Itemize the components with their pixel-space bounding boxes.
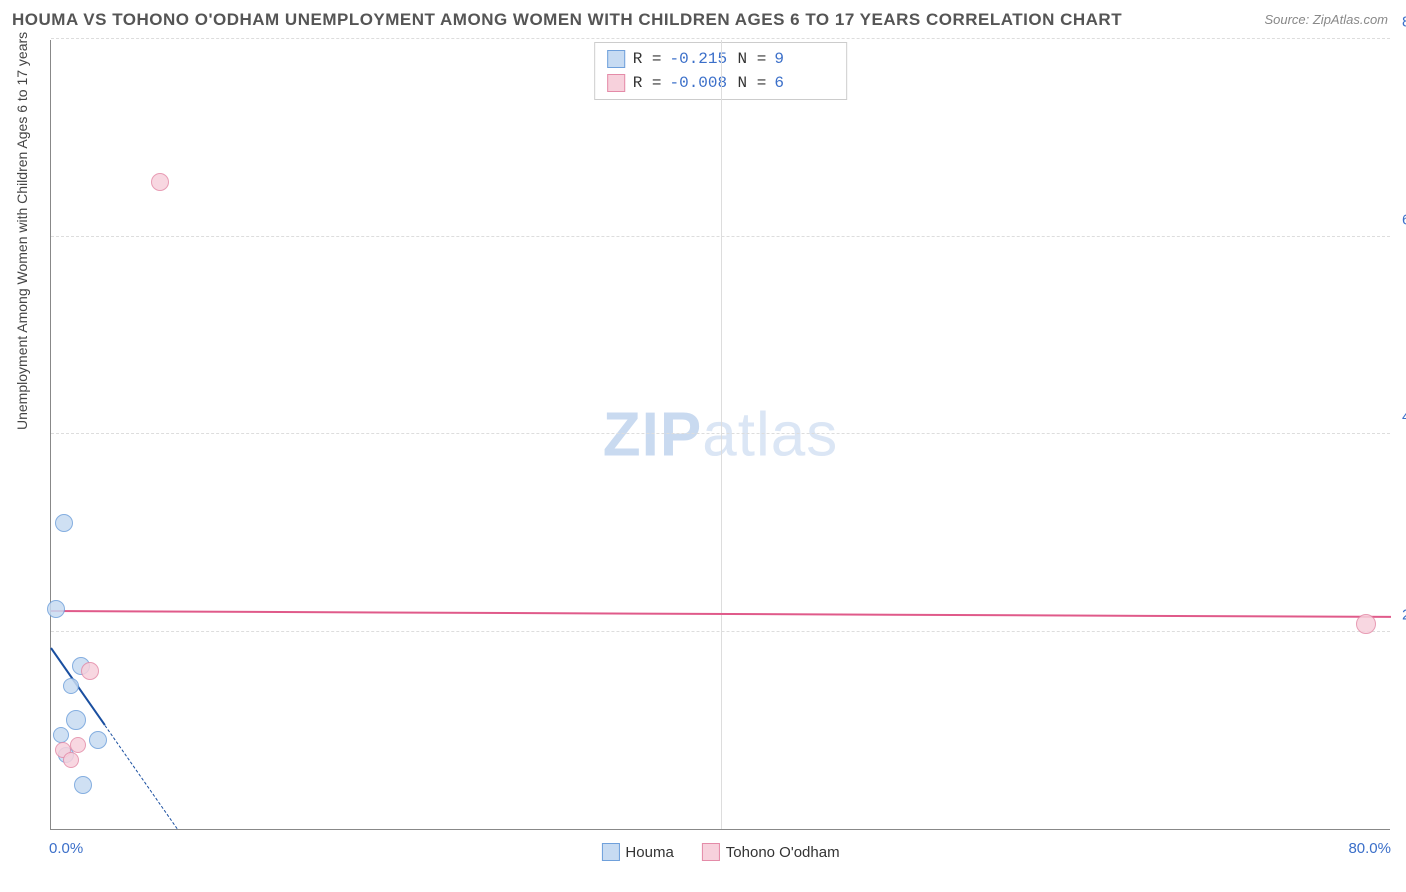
trend-line [104, 725, 177, 829]
data-point [47, 600, 65, 618]
data-point [55, 514, 73, 532]
data-point [81, 662, 99, 680]
plot-area: ZIPatlas R =-0.215N =9R =-0.008N =6 Houm… [50, 40, 1390, 830]
data-point [1356, 614, 1376, 634]
data-point [89, 731, 107, 749]
stats-swatch [607, 74, 625, 92]
y-tick-label: 40.0% [1394, 409, 1406, 426]
stat-n-value: 9 [774, 47, 834, 71]
stat-r-label: R = [633, 47, 662, 71]
y-tick-label: 60.0% [1394, 211, 1406, 228]
legend-swatch [601, 843, 619, 861]
legend-bottom: Houma Tohono O'odham [601, 843, 839, 861]
stat-n-label: N = [738, 71, 767, 95]
stat-r-label: R = [633, 71, 662, 95]
chart-title: HOUMA VS TOHONO O'ODHAM UNEMPLOYMENT AMO… [12, 10, 1122, 30]
legend-swatch [702, 843, 720, 861]
x-tick-label: 0.0% [49, 840, 83, 857]
stat-n-value: 6 [774, 71, 834, 95]
gridline-h [51, 38, 1390, 39]
y-tick-label: 20.0% [1394, 606, 1406, 623]
stats-swatch [607, 50, 625, 68]
data-point [151, 173, 169, 191]
data-point [74, 776, 92, 794]
y-axis-title: Unemployment Among Women with Children A… [14, 32, 30, 430]
data-point [53, 727, 69, 743]
watermark-rest: atlas [702, 400, 838, 469]
gridline-v [721, 40, 722, 829]
stat-n-label: N = [738, 47, 767, 71]
legend-item: Houma [601, 843, 673, 861]
legend-item: Tohono O'odham [702, 843, 840, 861]
watermark-bold: ZIP [603, 400, 702, 469]
data-point [63, 752, 79, 768]
source-label: Source: ZipAtlas.com [1264, 12, 1388, 27]
y-tick-label: 80.0% [1394, 14, 1406, 31]
x-tick-label: 80.0% [1348, 840, 1391, 857]
legend-label: Houma [625, 844, 673, 861]
legend-label: Tohono O'odham [726, 844, 840, 861]
data-point [63, 678, 79, 694]
data-point [70, 737, 86, 753]
data-point [66, 710, 86, 730]
